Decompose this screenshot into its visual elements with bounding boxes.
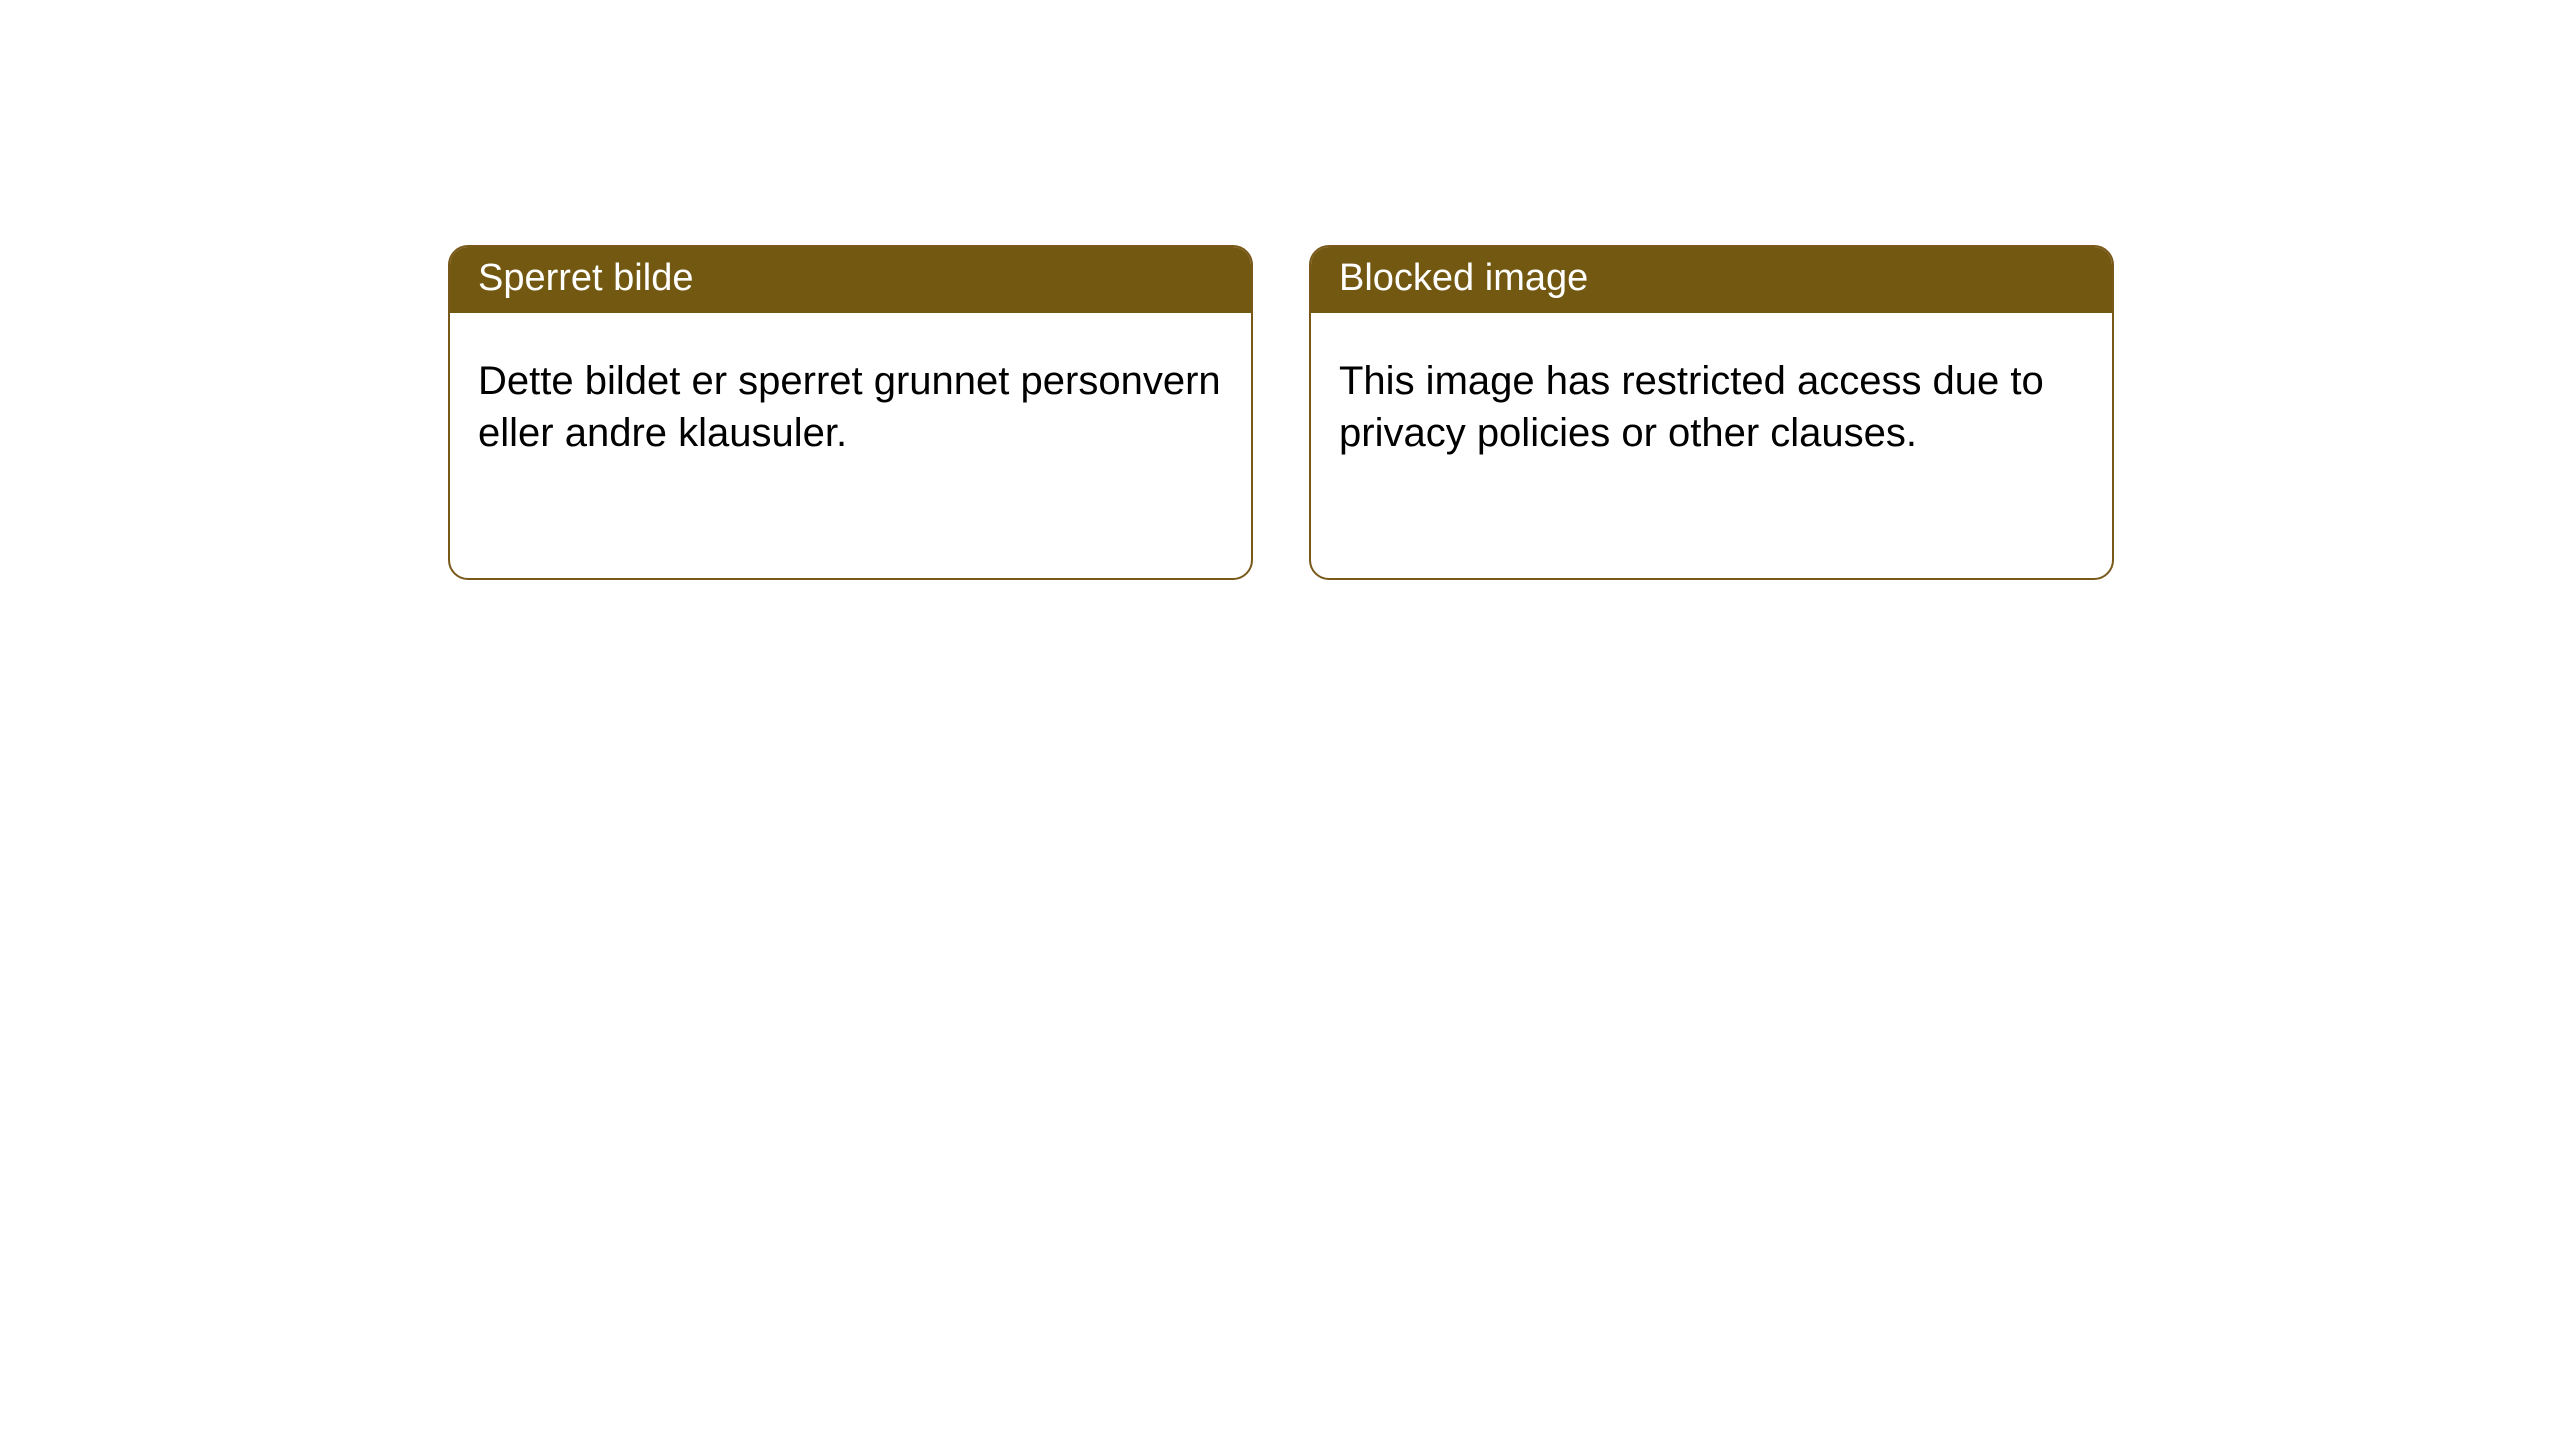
- notice-card-title: Sperret bilde: [450, 247, 1251, 313]
- notice-card-body: This image has restricted access due to …: [1311, 313, 2112, 461]
- notice-card-norwegian: Sperret bilde Dette bildet er sperret gr…: [448, 245, 1253, 580]
- notice-cards-row: Sperret bilde Dette bildet er sperret gr…: [0, 0, 2560, 580]
- notice-card-title: Blocked image: [1311, 247, 2112, 313]
- notice-card-english: Blocked image This image has restricted …: [1309, 245, 2114, 580]
- notice-card-body: Dette bildet er sperret grunnet personve…: [450, 313, 1251, 461]
